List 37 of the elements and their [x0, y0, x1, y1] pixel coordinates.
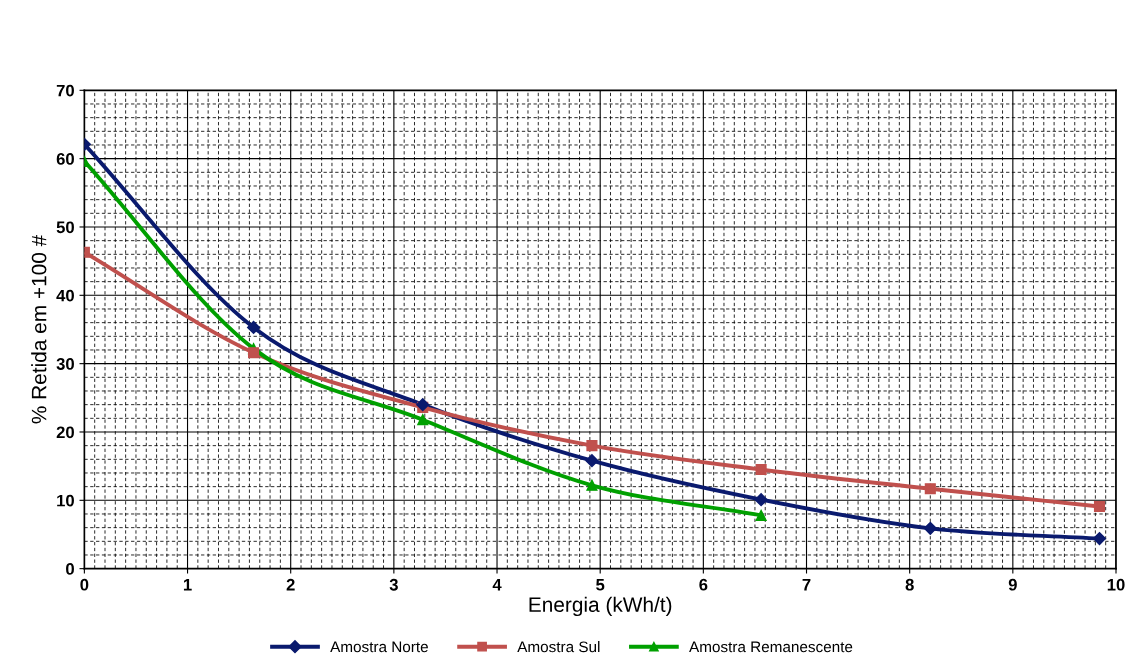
legend-label: Amostra Remanescente	[689, 641, 853, 653]
point	[586, 440, 598, 452]
legend-label: Amostra Sul	[517, 641, 600, 653]
x-tick-label: 7	[802, 578, 811, 591]
point	[1093, 500, 1106, 513]
point	[417, 414, 429, 426]
point	[246, 320, 261, 335]
y-tick-label: 50	[56, 221, 74, 234]
y-axis-title: % Retida em +100 #	[31, 234, 47, 424]
point	[754, 493, 768, 507]
y-tick-label: 60	[56, 153, 74, 165]
y-tick-label: 70	[56, 84, 74, 97]
legend-label: Amostra Norte	[330, 641, 428, 653]
x-tick-label: 10	[1107, 578, 1125, 591]
x-tick-label: 4	[492, 578, 502, 591]
y-tick-label: 0	[66, 563, 74, 575]
point	[755, 464, 767, 476]
point	[1092, 531, 1107, 546]
point	[585, 454, 599, 468]
x-tick-label: 5	[596, 578, 605, 591]
y-tick-label: 30	[56, 358, 74, 370]
point	[924, 483, 936, 495]
x-tick-label: 6	[699, 578, 708, 591]
x-axis-title: Energia (kWh/t)	[529, 596, 672, 617]
point	[923, 521, 937, 535]
x-tick-label: 8	[905, 578, 914, 591]
x-tick-label: 0	[80, 578, 89, 591]
x-tick-label: 2	[286, 578, 295, 591]
point	[248, 347, 260, 359]
y-tick-label: 10	[57, 494, 74, 507]
point	[586, 479, 598, 491]
point	[755, 509, 767, 521]
x-tick-label: 9	[1008, 578, 1017, 591]
x-tick-label: 3	[389, 578, 398, 591]
x-tick-label: 1	[183, 578, 192, 591]
y-tick-label: 40	[56, 289, 74, 302]
y-tick-label: 20	[56, 426, 74, 439]
